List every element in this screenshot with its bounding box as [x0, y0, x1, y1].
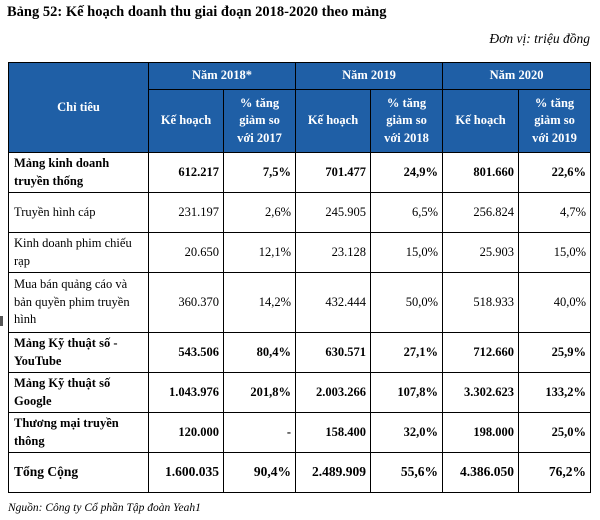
cell-growth: 80,4% [222, 332, 297, 373]
cell-growth: - [222, 412, 297, 453]
cell-plan: 20.650 [148, 232, 224, 273]
side-marker [0, 316, 3, 326]
cell-growth: 7,5% [222, 152, 297, 193]
source-note: Nguồn: Công ty Cổ phần Tập đoàn Yeah1 [8, 502, 201, 514]
header-chi-tieu: Chỉ tiêu [8, 62, 149, 153]
row-label: Mảng Kỹ thuật số - YouTube [8, 332, 149, 373]
table-row: Mảng kinh doanh truyền thống 612.217 7,5% 7… [8, 152, 592, 193]
row-label: Mảng kinh doanh truyền thống [8, 152, 149, 193]
cell-plan: 120.000 [148, 412, 224, 453]
cell-plan: 256.824 [442, 192, 520, 233]
row-label: Truyền hình cáp [8, 192, 149, 233]
cell-growth: 76,2% [518, 452, 592, 493]
table-row: Mua bán quảng cáo và bản quyền phim truy… [8, 272, 592, 333]
row-label: Tổng Cộng [8, 452, 149, 493]
cell-plan: 2.003.266 [295, 372, 372, 413]
cell-plan: 612.217 [148, 152, 224, 193]
cell-plan: 701.477 [295, 152, 372, 193]
cell-plan: 1.600.035 [148, 452, 224, 493]
cell-growth: 12,1% [222, 232, 297, 273]
cell-growth: 24,9% [370, 152, 444, 193]
cell-growth: 50,0% [370, 272, 444, 333]
header-growth-2018: % tăng giảm so với 2017 [222, 89, 297, 153]
table-row: Kinh doanh phim chiếu rạp 20.650 12,1% 23.1… [8, 232, 592, 273]
cell-growth: 15,0% [518, 232, 592, 273]
cell-plan: 712.660 [442, 332, 520, 373]
row-label: Mảng Kỹ thuật số Google [8, 372, 149, 413]
header-plan-2018: Kế hoạch [148, 89, 224, 153]
cell-plan: 231.197 [148, 192, 224, 233]
revenue-plan-table: Chỉ tiêu Năm 2018* Năm 2019 Năm 2020 Kế … [8, 62, 592, 493]
cell-plan: 198.000 [442, 412, 520, 453]
cell-plan: 245.905 [295, 192, 372, 233]
cell-plan: 1.043.976 [148, 372, 224, 413]
header-year-2020: Năm 2020 [442, 62, 592, 90]
cell-growth: 133,2% [518, 372, 592, 413]
header-plan-2020: Kế hoạch [442, 89, 520, 153]
header-year-2019: Năm 2019 [295, 62, 444, 90]
cell-growth: 2,6% [222, 192, 297, 233]
cell-growth: 107,8% [370, 372, 444, 413]
row-label: Thương mại truyền thông [8, 412, 149, 453]
cell-plan: 518.933 [442, 272, 520, 333]
table-body: Mảng kinh doanh truyền thống 612.217 7,5% 7… [8, 152, 592, 493]
cell-growth: 27,1% [370, 332, 444, 373]
cell-plan: 432.444 [295, 272, 372, 333]
cell-growth: 90,4% [222, 452, 297, 493]
cell-plan: 543.506 [148, 332, 224, 373]
row-label: Mua bán quảng cáo và bản quyền phim truy… [8, 272, 149, 333]
cell-growth: 55,6% [370, 452, 444, 493]
cell-plan: 4.386.050 [442, 452, 520, 493]
cell-plan: 360.370 [148, 272, 224, 333]
cell-plan: 25.903 [442, 232, 520, 273]
table-row: Tổng Cộng 1.600.035 90,4% 2.489.909 55,6% 4.3… [8, 452, 592, 493]
cell-growth: 25,0% [518, 412, 592, 453]
cell-plan: 158.400 [295, 412, 372, 453]
cell-growth: 22,6% [518, 152, 592, 193]
header-year-2018: Năm 2018* [147, 62, 297, 90]
header-growth-2019: % tăng giảm so với 2018 [370, 89, 444, 153]
table-row: Thương mại truyền thông 120.000-158.400 32… [8, 412, 592, 453]
cell-growth: 201,8% [222, 372, 297, 413]
table-row: Truyền hình cáp 231.197 2,6% 245.905 6,5% 256… [8, 192, 592, 233]
header-plan-2019: Kế hoạch [295, 89, 372, 153]
cell-growth: 4,7% [518, 192, 592, 233]
row-label: Kinh doanh phim chiếu rạp [8, 232, 149, 273]
cell-plan: 801.660 [442, 152, 520, 193]
table-row: Mảng Kỹ thuật số - YouTube 543.506 80,4% 63… [8, 332, 592, 373]
cell-growth: 15,0% [370, 232, 444, 273]
cell-growth: 25,9% [518, 332, 592, 373]
table-row: Mảng Kỹ thuật số Google 1.043.976 201,8% 2.… [8, 372, 592, 413]
cell-plan: 630.571 [295, 332, 372, 373]
cell-growth: 6,5% [370, 192, 444, 233]
cell-growth: 14,2% [222, 272, 297, 333]
cell-plan: 23.128 [295, 232, 372, 273]
cell-growth: 32,0% [370, 412, 444, 453]
cell-plan: 3.302.623 [442, 372, 520, 413]
header-growth-2020: % tăng giảm so với 2019 [518, 89, 592, 153]
cell-growth: 40,0% [518, 272, 592, 333]
unit-label: Đơn vị: triệu đồng [489, 31, 590, 46]
cell-plan: 2.489.909 [295, 452, 372, 493]
table-title: Bảng 52: Kế hoạch doanh thu giai đoạn 20… [7, 4, 387, 20]
